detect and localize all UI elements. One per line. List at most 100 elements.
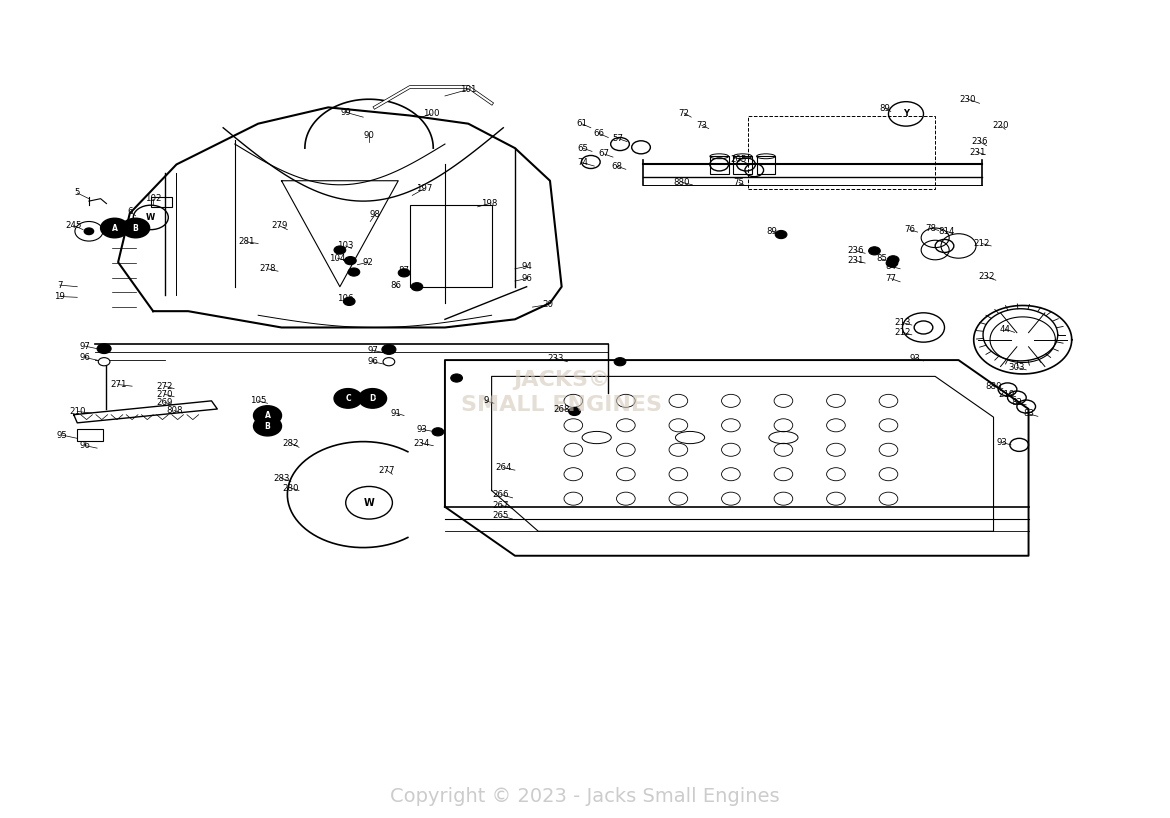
Text: Copyright © 2023 - Jacks Small Engines: Copyright © 2023 - Jacks Small Engines	[390, 787, 780, 806]
Text: 212: 212	[973, 239, 990, 248]
Text: 234: 234	[413, 438, 429, 447]
Text: 198: 198	[481, 199, 497, 208]
Text: 280: 280	[283, 483, 300, 492]
Text: 880: 880	[674, 178, 690, 187]
Circle shape	[84, 228, 94, 235]
Circle shape	[411, 283, 422, 290]
Text: 230: 230	[959, 95, 976, 104]
Text: 76: 76	[904, 225, 915, 234]
Text: 44: 44	[999, 325, 1011, 334]
Circle shape	[614, 357, 626, 366]
Text: 880: 880	[985, 382, 1002, 391]
Text: 92: 92	[363, 258, 373, 267]
Circle shape	[776, 231, 787, 239]
Text: 105: 105	[250, 397, 267, 406]
Text: 93: 93	[417, 425, 427, 434]
Text: 91: 91	[391, 408, 401, 417]
Text: 89: 89	[880, 104, 890, 113]
Text: 210: 210	[69, 407, 85, 416]
Text: 7: 7	[57, 281, 62, 290]
Circle shape	[343, 297, 355, 305]
Text: 78: 78	[925, 223, 936, 232]
Text: 233: 233	[548, 354, 564, 363]
Bar	[410, 205, 491, 287]
Circle shape	[886, 259, 897, 267]
Text: A: A	[111, 223, 117, 232]
Text: 104: 104	[329, 254, 346, 263]
Circle shape	[450, 374, 462, 382]
Text: 96: 96	[367, 357, 378, 366]
Circle shape	[98, 357, 110, 366]
Text: 99: 99	[340, 108, 351, 117]
Circle shape	[254, 416, 282, 436]
Circle shape	[335, 246, 345, 254]
Text: 84: 84	[886, 262, 896, 271]
Text: 277: 277	[378, 465, 394, 474]
Text: 283: 283	[274, 474, 290, 483]
Text: W: W	[364, 497, 374, 508]
Text: 236: 236	[971, 137, 987, 146]
Text: 213: 213	[894, 318, 910, 327]
Text: 197: 197	[415, 184, 432, 193]
Text: 90: 90	[364, 132, 374, 141]
Text: 85: 85	[876, 254, 887, 263]
Text: 97: 97	[80, 342, 91, 351]
Text: D: D	[370, 394, 376, 403]
Text: 231: 231	[847, 256, 865, 265]
Text: A: A	[264, 411, 270, 420]
Text: 65: 65	[577, 144, 589, 153]
Bar	[757, 156, 776, 174]
Text: 269: 269	[157, 398, 173, 407]
Text: 264: 264	[495, 463, 511, 472]
Text: Y: Y	[903, 110, 909, 119]
Text: 205: 205	[731, 155, 748, 164]
Text: B: B	[264, 421, 270, 430]
Bar	[151, 197, 172, 207]
Text: 278: 278	[260, 264, 276, 273]
Text: 245: 245	[66, 221, 82, 230]
Text: 57: 57	[612, 134, 624, 143]
Text: 266: 266	[493, 490, 509, 499]
Text: 96: 96	[80, 353, 91, 362]
Text: 106: 106	[337, 294, 355, 303]
Text: 272: 272	[157, 382, 173, 391]
Text: 96: 96	[521, 274, 532, 283]
Text: 72: 72	[679, 109, 689, 118]
Text: 103: 103	[337, 241, 355, 250]
Text: 9: 9	[483, 397, 488, 406]
Bar	[77, 429, 103, 441]
Circle shape	[887, 256, 899, 264]
Text: 814: 814	[938, 227, 955, 236]
Text: 100: 100	[422, 110, 439, 119]
Circle shape	[569, 407, 580, 416]
Text: 67: 67	[598, 150, 610, 159]
Text: 267: 267	[493, 501, 509, 510]
Text: 282: 282	[283, 438, 300, 447]
Text: C: C	[345, 394, 351, 403]
Text: 279: 279	[271, 221, 288, 230]
Circle shape	[97, 344, 111, 353]
Text: 77: 77	[886, 274, 896, 283]
Text: W: W	[146, 213, 156, 222]
Text: 74: 74	[577, 159, 589, 168]
Text: 5: 5	[75, 188, 80, 197]
Text: 61: 61	[576, 119, 587, 128]
Text: B: B	[132, 223, 138, 232]
Circle shape	[381, 344, 395, 354]
Circle shape	[432, 428, 443, 436]
Text: 73: 73	[696, 121, 707, 130]
Text: 86: 86	[391, 281, 401, 290]
Text: 236: 236	[847, 246, 865, 255]
Circle shape	[122, 218, 150, 238]
Text: 6: 6	[128, 207, 132, 216]
Text: 95: 95	[56, 430, 68, 439]
Text: 82: 82	[1011, 398, 1023, 407]
Text: 19: 19	[54, 292, 66, 301]
Text: 212: 212	[894, 328, 910, 337]
Text: 83: 83	[1023, 409, 1034, 418]
Text: 94: 94	[521, 262, 532, 271]
Text: 89: 89	[766, 227, 777, 236]
Circle shape	[101, 218, 129, 238]
Text: 270: 270	[157, 390, 173, 399]
Text: 96: 96	[80, 441, 91, 450]
